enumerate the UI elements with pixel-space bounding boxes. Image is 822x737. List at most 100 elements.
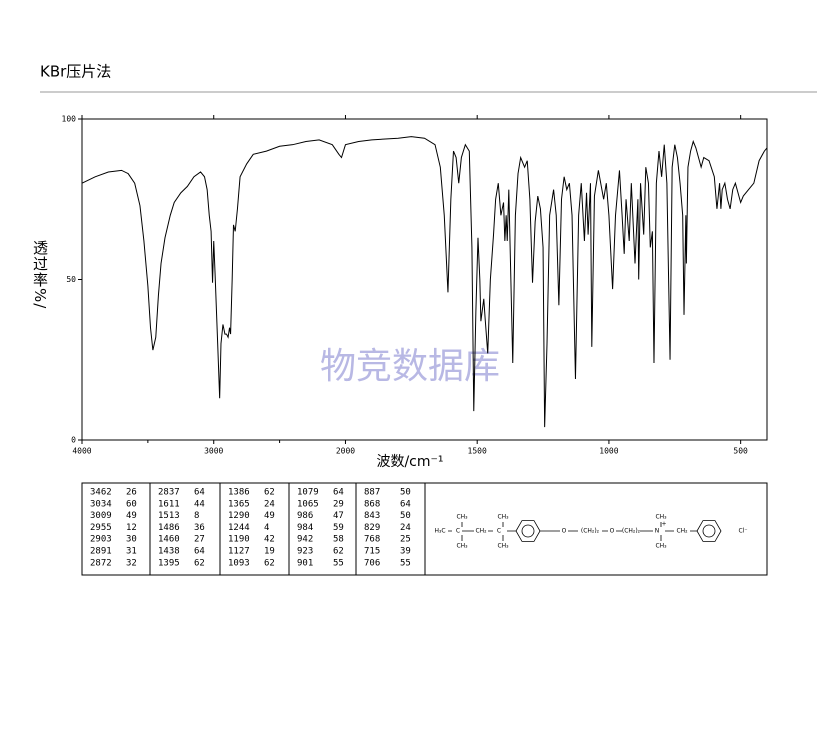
peak-transmittance: 47	[333, 511, 344, 521]
structure-label: CH₃	[456, 543, 468, 550]
table-dividers	[149, 483, 426, 575]
structure-label: CH₃	[456, 514, 468, 521]
peak-transmittance: 39	[400, 547, 411, 557]
peak-wavenumber: 715	[364, 547, 380, 557]
peak-wavenumber: 843	[364, 511, 380, 521]
peak-wavenumber: 1190	[228, 535, 250, 545]
x-axis-label: 波数/cm⁻¹	[376, 454, 443, 470]
peak-transmittance: 55	[400, 558, 411, 568]
peak-transmittance: 36	[194, 523, 205, 533]
peak-wavenumber: 1065	[297, 499, 319, 509]
peak-transmittance: 12	[126, 523, 137, 533]
peak-transmittance: 42	[264, 535, 275, 545]
plot-frame	[81, 118, 768, 441]
structure-label: CH₂	[475, 528, 487, 535]
peak-wavenumber: 1244	[228, 523, 250, 533]
peak-transmittance: 24	[264, 499, 275, 509]
structure-label: H₃C	[434, 528, 445, 535]
peak-wavenumber: 1611	[158, 499, 180, 509]
structure-label: (CH₂)₂	[622, 528, 641, 535]
peak-transmittance: 50	[400, 511, 411, 521]
peak-wavenumber: 1127	[228, 547, 250, 557]
spectrum-line	[81, 136, 768, 428]
structure-label: Cl⁻	[738, 528, 747, 535]
peak-transmittance: 49	[126, 511, 137, 521]
x-tick-label: 500	[733, 447, 748, 456]
peak-transmittance: 62	[264, 488, 275, 498]
peak-wavenumber: 868	[364, 499, 380, 509]
peak-transmittance: 8	[194, 511, 199, 521]
peak-wavenumber: 887	[364, 488, 380, 498]
ring-circle	[702, 524, 716, 538]
peak-wavenumber: 1079	[297, 488, 319, 498]
peak-wavenumber: 986	[297, 511, 313, 521]
peak-transmittance: 19	[264, 547, 275, 557]
peak-wavenumber: 1486	[158, 523, 180, 533]
peak-wavenumber: 3462	[90, 488, 112, 498]
structure-label: CH₃	[655, 543, 667, 550]
structure-label: N	[655, 528, 660, 535]
peak-transmittance: 44	[194, 499, 205, 509]
peak-transmittance: 31	[126, 547, 137, 557]
peak-transmittance: 62	[333, 547, 344, 557]
peak-transmittance: 60	[126, 499, 137, 509]
peak-transmittance: 25	[400, 535, 411, 545]
peak-transmittance: 58	[333, 535, 344, 545]
peak-wavenumber: 901	[297, 558, 313, 568]
structure-label: +	[661, 521, 666, 528]
peak-transmittance: 59	[333, 523, 344, 533]
peak-wavenumber: 1365	[228, 499, 250, 509]
peak-transmittance: 4	[264, 523, 269, 533]
peak-wavenumber: 706	[364, 558, 380, 568]
peak-transmittance: 50	[400, 488, 411, 498]
peak-wavenumber: 984	[297, 523, 313, 533]
y-axis-label: 透过率%/	[31, 240, 49, 310]
peak-wavenumber: 2891	[90, 547, 112, 557]
peak-transmittance: 64	[194, 547, 205, 557]
watermark: 物竞数据库	[320, 346, 500, 387]
peak-transmittance: 29	[333, 499, 344, 509]
x-tick-label: 1000	[599, 447, 618, 456]
structure-bonds	[448, 520, 722, 542]
y-tick-label: 0	[71, 436, 76, 445]
peak-wavenumber: 942	[297, 535, 313, 545]
x-tick-label: 3000	[204, 447, 223, 456]
ring-circle	[521, 524, 535, 538]
structure-label: CH₃	[497, 514, 509, 521]
peak-transmittance: 49	[264, 511, 275, 521]
structure-label: (CH₂)₂	[581, 528, 600, 535]
structure-label: C	[497, 528, 501, 535]
peak-wavenumber: 1438	[158, 547, 180, 557]
peak-wavenumber: 2903	[90, 535, 112, 545]
peak-transmittance: 64	[400, 499, 411, 509]
peak-transmittance: 32	[126, 558, 137, 568]
peak-wavenumber: 1395	[158, 558, 180, 568]
x-tick-label: 2000	[336, 447, 355, 456]
structure-label: CH₂	[676, 528, 688, 535]
peak-wavenumber: 1290	[228, 511, 250, 521]
structure-label: CH₃	[497, 543, 509, 550]
peak-transmittance: 62	[264, 558, 275, 568]
peak-transmittance: 24	[400, 523, 411, 533]
peak-wavenumber: 1093	[228, 558, 250, 568]
x-tick-label: 4000	[72, 447, 91, 456]
peak-wavenumber: 3034	[90, 499, 112, 509]
peak-transmittance: 27	[194, 535, 205, 545]
peak-wavenumber: 2872	[90, 558, 112, 568]
y-tick-label: 100	[62, 115, 77, 124]
peak-transmittance: 55	[333, 558, 344, 568]
header-title: KBr压片法	[40, 63, 111, 81]
peak-wavenumber: 1513	[158, 511, 180, 521]
peak-wavenumber: 3009	[90, 511, 112, 521]
peak-wavenumber: 923	[297, 547, 313, 557]
structure-label: C	[456, 528, 460, 535]
structure-label: CH₃	[655, 514, 667, 521]
peak-wavenumber: 1386	[228, 488, 250, 498]
peak-wavenumber: 1460	[158, 535, 180, 545]
x-tick-label: 1500	[468, 447, 487, 456]
peak-transmittance: 26	[126, 488, 137, 498]
peak-transmittance: 30	[126, 535, 137, 545]
peak-transmittance: 62	[194, 558, 205, 568]
structure-label: O	[610, 528, 615, 535]
